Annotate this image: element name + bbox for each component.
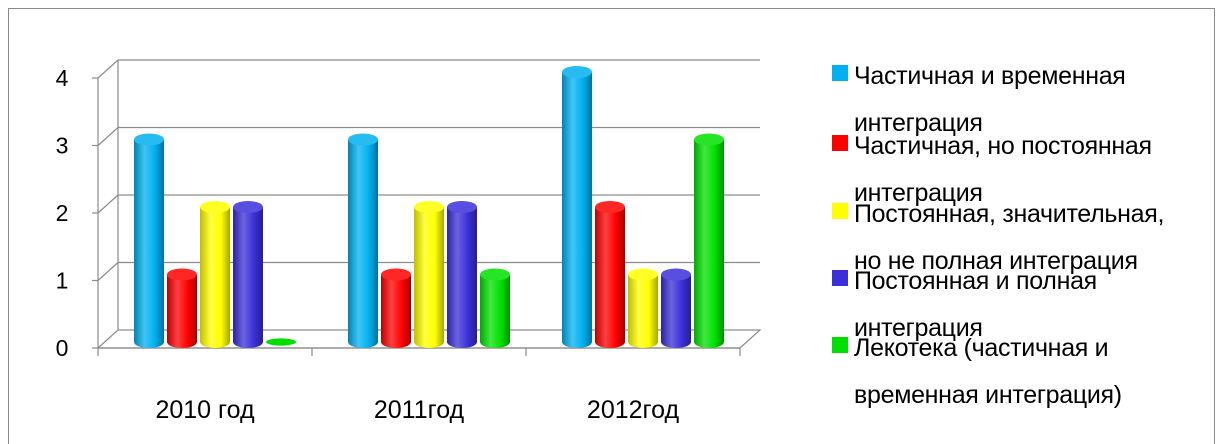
bar [348, 133, 378, 348]
y-tick-label: 2 [56, 200, 69, 226]
y-tick-label: 1 [56, 268, 69, 294]
bar-top [595, 201, 625, 213]
x-tick-label: 2011год [374, 396, 465, 424]
bar-body [661, 274, 691, 348]
bar [200, 201, 230, 348]
bar [134, 133, 164, 348]
bar-body [134, 139, 164, 348]
bar-body [414, 207, 444, 348]
bar [595, 201, 625, 348]
bar [562, 66, 592, 348]
y-tick-label: 4 [56, 65, 69, 91]
bar [694, 133, 724, 348]
bar-top [200, 201, 230, 213]
bar-body [595, 207, 625, 348]
bar-top [134, 133, 164, 146]
bar [266, 338, 296, 346]
bar-body [447, 207, 477, 348]
x-tick-label: 2010 год [155, 396, 254, 424]
gridline-depth [97, 59, 119, 79]
y-tick-label: 3 [56, 133, 69, 159]
x-tick-label: 2012год [587, 396, 680, 424]
bar-top [167, 268, 197, 281]
bar-body [628, 274, 658, 348]
bar-top [694, 133, 724, 146]
bar [661, 268, 691, 348]
bar-top [661, 268, 691, 281]
bar-top [628, 268, 658, 281]
bar-body [562, 72, 592, 348]
bar-body [381, 274, 411, 348]
bar-body [233, 207, 263, 348]
bar [414, 201, 444, 348]
bar-top [414, 201, 444, 213]
gridline-depth [97, 127, 119, 146]
y-tick-label: 0 [56, 335, 69, 361]
bar-top [233, 201, 263, 213]
bar-top [562, 66, 592, 78]
bar [447, 201, 477, 348]
bar-body [348, 139, 378, 348]
chart-frame [8, 8, 1215, 444]
y-axis-ticks: 0 1 2 3 4 [56, 65, 98, 361]
bar [167, 268, 197, 348]
x-axis: 2010 год 2011год 2012год [97, 347, 741, 424]
bar [480, 268, 510, 348]
bar [233, 201, 263, 348]
bar [628, 268, 658, 348]
bar-body [694, 139, 724, 348]
bar-top [348, 133, 378, 146]
bar-body [167, 274, 197, 348]
bar-top [447, 201, 477, 213]
bar-body [480, 274, 510, 348]
bar-top [381, 268, 411, 281]
bar-top [480, 268, 510, 281]
bar [381, 268, 411, 348]
bar-top [266, 338, 296, 346]
gridline-depth [97, 194, 119, 214]
gridline-depth [97, 262, 119, 281]
bars [134, 66, 724, 348]
bar-body [200, 207, 230, 348]
